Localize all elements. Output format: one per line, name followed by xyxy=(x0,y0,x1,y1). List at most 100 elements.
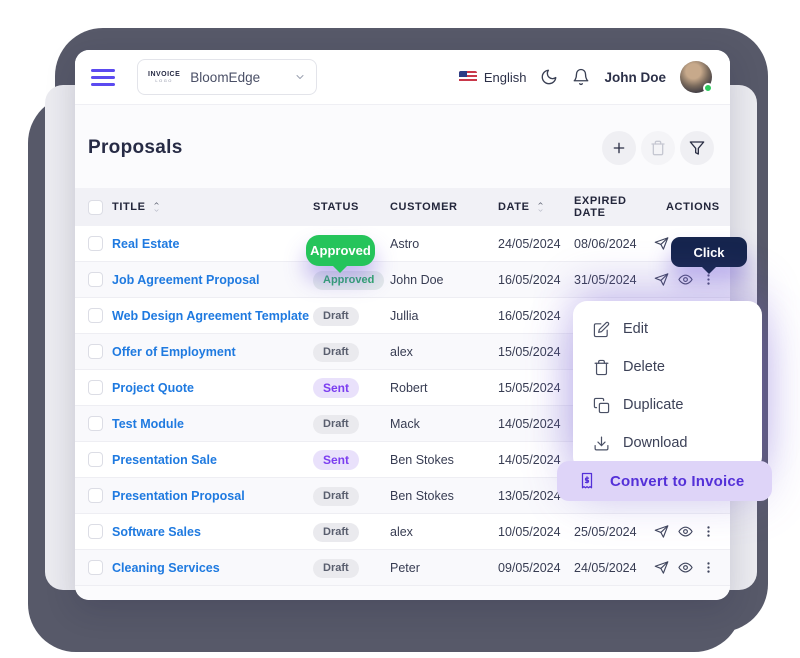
proposal-title-link[interactable]: Project Quote xyxy=(112,380,194,395)
date-cell: 14/05/2024 xyxy=(498,416,561,431)
customer-cell: alex xyxy=(390,524,413,539)
table-row: Cleaning Services Draft Peter 09/05/2024… xyxy=(75,550,730,586)
table-row: Job Agreement Proposal Approved John Doe… xyxy=(75,262,730,298)
send-button[interactable] xyxy=(654,524,669,539)
menu-item-convert-to-invoice[interactable]: Convert to Invoice xyxy=(557,461,772,501)
column-customer: CUSTOMER xyxy=(390,201,458,213)
dots-icon xyxy=(707,562,710,573)
view-button[interactable] xyxy=(678,524,693,539)
dots-icon xyxy=(707,526,710,537)
customer-cell: Ben Stokes xyxy=(390,452,454,467)
bell-icon xyxy=(574,68,589,86)
view-button[interactable] xyxy=(678,272,693,287)
proposal-title-link[interactable]: Job Agreement Proposal xyxy=(112,272,260,287)
click-tooltip: Click xyxy=(671,237,747,274)
date-cell: 13/05/2024 xyxy=(498,488,561,503)
row-checkbox[interactable] xyxy=(88,488,103,503)
proposal-title-link[interactable]: Software Sales xyxy=(112,524,201,539)
expired-date-cell: 24/05/2024 xyxy=(574,560,637,575)
filter-button[interactable] xyxy=(680,131,714,165)
copy-icon xyxy=(593,397,610,413)
status-badge: Draft xyxy=(313,342,359,362)
proposal-title-link[interactable]: Offer of Employment xyxy=(112,344,236,359)
row-checkbox[interactable] xyxy=(88,560,103,575)
user-menu[interactable] xyxy=(680,61,713,93)
status-badge: Approved xyxy=(313,270,385,290)
row-checkbox[interactable] xyxy=(88,272,103,287)
customer-cell: Ben Stokes xyxy=(390,488,454,503)
send-button[interactable] xyxy=(654,272,669,287)
column-status: STATUS xyxy=(313,201,359,213)
add-proposal-button[interactable] xyxy=(602,131,636,165)
date-cell: 14/05/2024 xyxy=(498,452,561,467)
date-cell: 10/05/2024 xyxy=(498,524,561,539)
more-actions-button[interactable] xyxy=(702,561,715,574)
customer-cell: Mack xyxy=(390,416,420,431)
column-expired-date: EXPIRED DATE xyxy=(574,195,627,219)
status-cell: Sent xyxy=(313,377,390,398)
expired-date-cell: 08/06/2024 xyxy=(574,236,637,251)
edit-icon xyxy=(593,321,610,337)
expired-date-cell: 31/05/2024 xyxy=(574,272,637,287)
sort-title-control[interactable] xyxy=(151,200,162,214)
language-selector[interactable]: English xyxy=(458,70,526,85)
eye-icon xyxy=(678,562,693,573)
send-icon xyxy=(654,273,669,286)
row-checkbox[interactable] xyxy=(88,452,103,467)
send-icon xyxy=(654,237,669,250)
status-badge: Draft xyxy=(313,306,359,326)
filter-funnel-icon xyxy=(689,141,705,155)
menu-item-duplicate[interactable]: Duplicate xyxy=(573,386,762,424)
proposal-title-link[interactable]: Test Module xyxy=(112,416,184,431)
status-cell: Draft xyxy=(313,342,390,362)
status-cell: Draft xyxy=(313,414,390,434)
row-checkbox[interactable] xyxy=(88,344,103,359)
invoice-icon xyxy=(581,472,593,489)
menu-item-download[interactable]: Download xyxy=(573,424,762,462)
proposal-title-link[interactable]: Web Design Agreement Template xyxy=(112,308,310,323)
row-checkbox[interactable] xyxy=(88,236,103,251)
plus-icon xyxy=(613,142,625,154)
status-cell: Draft xyxy=(313,486,390,506)
status-cell: Draft xyxy=(313,522,390,542)
date-cell: 15/05/2024 xyxy=(498,380,561,395)
send-button[interactable] xyxy=(654,560,669,575)
row-checkbox[interactable] xyxy=(88,308,103,323)
status-badge: Sent xyxy=(313,449,360,470)
proposal-title-link[interactable]: Presentation Proposal xyxy=(112,488,245,503)
status-badge: Draft xyxy=(313,486,359,506)
column-actions: ACTIONS xyxy=(666,201,720,213)
delete-selected-button[interactable] xyxy=(641,131,675,165)
sort-date-control[interactable] xyxy=(535,200,546,214)
view-button[interactable] xyxy=(678,560,693,575)
notifications-button[interactable] xyxy=(572,68,590,86)
topbar-right: English John Doe xyxy=(458,61,713,93)
workspace-selector[interactable]: INVOICE LOGO BloomEdge xyxy=(137,59,317,95)
actions-cell xyxy=(654,560,717,575)
row-checkbox[interactable] xyxy=(88,416,103,431)
customer-cell: John Doe xyxy=(390,272,444,287)
table-header-row: TITLE STATUS CUSTOMER DATE xyxy=(75,188,730,226)
proposal-title-link[interactable]: Cleaning Services xyxy=(112,560,220,575)
customer-cell: alex xyxy=(390,344,413,359)
dots-icon xyxy=(707,274,710,285)
menu-hamburger-icon[interactable] xyxy=(91,68,115,86)
more-actions-button[interactable] xyxy=(702,525,715,538)
send-icon xyxy=(654,525,669,538)
send-button[interactable] xyxy=(654,236,669,251)
dark-mode-toggle[interactable] xyxy=(540,68,558,86)
status-cell: Draft xyxy=(313,306,390,326)
row-checkbox[interactable] xyxy=(88,524,103,539)
row-checkbox[interactable] xyxy=(88,380,103,395)
menu-item-delete[interactable]: Delete xyxy=(573,348,762,386)
status-badge: Draft xyxy=(313,558,359,578)
proposal-title-link[interactable]: Presentation Sale xyxy=(112,452,217,467)
customer-cell: Astro xyxy=(390,236,420,251)
select-all-checkbox[interactable] xyxy=(88,199,103,215)
page-header: Proposals xyxy=(75,105,730,188)
menu-item-edit[interactable]: Edit xyxy=(573,310,762,348)
status-badge: Sent xyxy=(313,377,360,398)
proposal-title-link[interactable]: Real Estate xyxy=(112,236,180,251)
more-actions-button[interactable] xyxy=(702,273,715,286)
